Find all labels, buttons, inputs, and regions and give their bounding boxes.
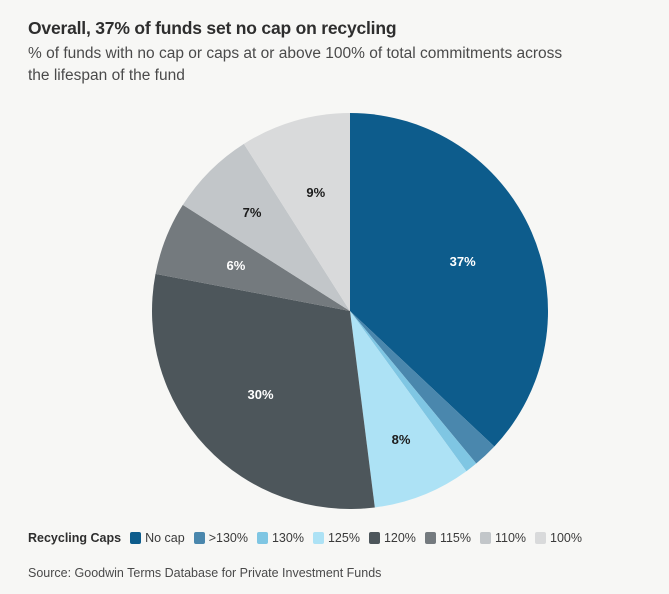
legend-label: 115% (439, 531, 471, 545)
pie-slice[interactable] (155, 204, 350, 311)
pie-slice[interactable] (350, 113, 549, 447)
pie-slice[interactable] (243, 113, 350, 311)
legend-label: 130% (271, 531, 304, 545)
legend-swatch (535, 532, 547, 544)
legend-item[interactable]: 120% (368, 531, 416, 545)
legend-item[interactable]: 100% (535, 531, 582, 545)
source-note: Source: Goodwin Terms Database for Priva… (28, 566, 382, 580)
legend-item[interactable]: 110% (479, 531, 527, 545)
legend-item[interactable]: No cap (130, 531, 185, 545)
legend-label: No cap (145, 531, 185, 545)
legend-title: Recycling Caps (28, 531, 122, 545)
pie-slice[interactable] (152, 273, 375, 510)
legend-swatch (256, 532, 268, 544)
legend-swatch (368, 532, 380, 544)
legend-item[interactable]: 130% (256, 531, 304, 545)
pie-slice[interactable] (350, 311, 477, 472)
legend-swatch (130, 532, 142, 544)
legend-item[interactable]: 115% (424, 531, 471, 545)
pie-chart: 37%8%30%6%7%9% (152, 113, 549, 510)
chart-header: Overall, 37% of funds set no cap on recy… (28, 18, 638, 87)
chart-legend: Recycling Caps No cap >130% 130% 125% 120% 11… (28, 531, 591, 545)
legend-swatch (312, 532, 324, 544)
page-title: Overall, 37% of funds set no cap on recy… (28, 18, 397, 38)
pie-slice[interactable] (350, 311, 467, 508)
chart-subtitle: % of funds with no cap or caps at or abo… (28, 44, 563, 84)
legend-label: >130% (208, 531, 248, 545)
legend-label: 110% (494, 531, 527, 545)
pie-chart-area: 37% 8% 30% 6% 7% 9% (0, 108, 669, 518)
pie-slice[interactable] (350, 311, 495, 464)
legend-swatch (479, 532, 491, 544)
legend-swatch (424, 532, 436, 544)
legend-swatch (193, 532, 205, 544)
legend-label: 100% (550, 531, 583, 545)
legend-item[interactable]: 125% (312, 531, 360, 545)
legend-label: 120% (383, 531, 416, 545)
legend-item[interactable]: >130% (193, 531, 248, 545)
pie-slice[interactable] (182, 143, 350, 311)
legend-label: 125% (327, 531, 360, 545)
